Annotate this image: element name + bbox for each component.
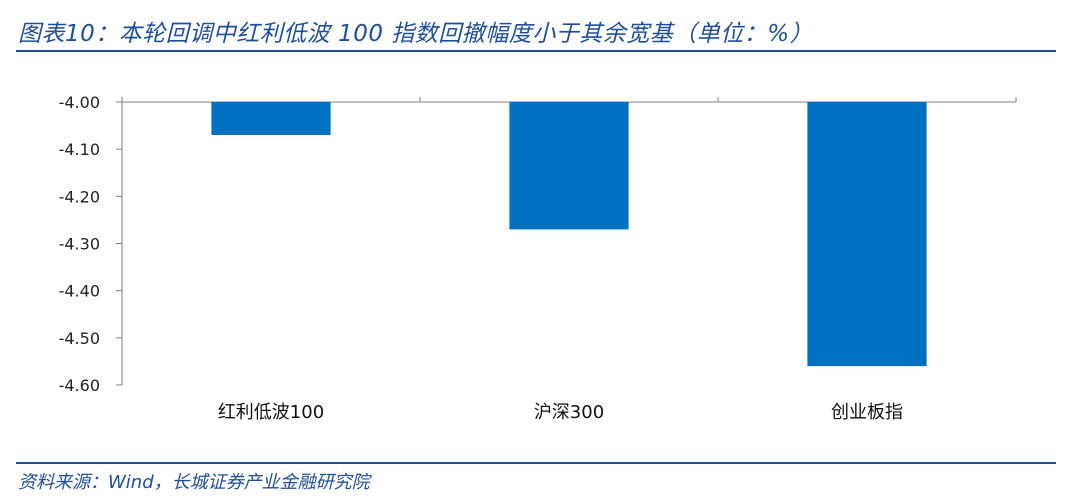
source-note: 资料来源：Wind，长城证券产业金融研究院 (18, 472, 370, 493)
y-tick-label: -4.10 (59, 140, 100, 159)
x-tick-label: 沪深300 (534, 402, 604, 423)
y-tick-label: -4.00 (59, 93, 100, 112)
y-tick-label: -4.30 (59, 235, 100, 254)
plot-area: -4.00 -4.10 -4.20 -4.30 -4.40 -4.50 -4.60 红利低波1… (59, 93, 1017, 423)
bar (807, 102, 927, 367)
bar (509, 102, 629, 230)
x-tick-label: 创业板指 (831, 402, 903, 423)
source-divider (16, 462, 1056, 464)
chart-title: 图表10：本轮回调中红利低波 100 指数回撤幅度小于其余宽基（单位：%） (18, 21, 814, 47)
y-tick-label: -4.40 (59, 282, 100, 301)
x-tick-label: 红利低波100 (218, 402, 324, 423)
title-divider (16, 50, 1056, 52)
bar (211, 102, 331, 136)
y-tick-label: -4.50 (59, 329, 100, 348)
y-tick-label: -4.20 (59, 187, 100, 206)
y-tick-label: -4.60 (59, 376, 100, 395)
